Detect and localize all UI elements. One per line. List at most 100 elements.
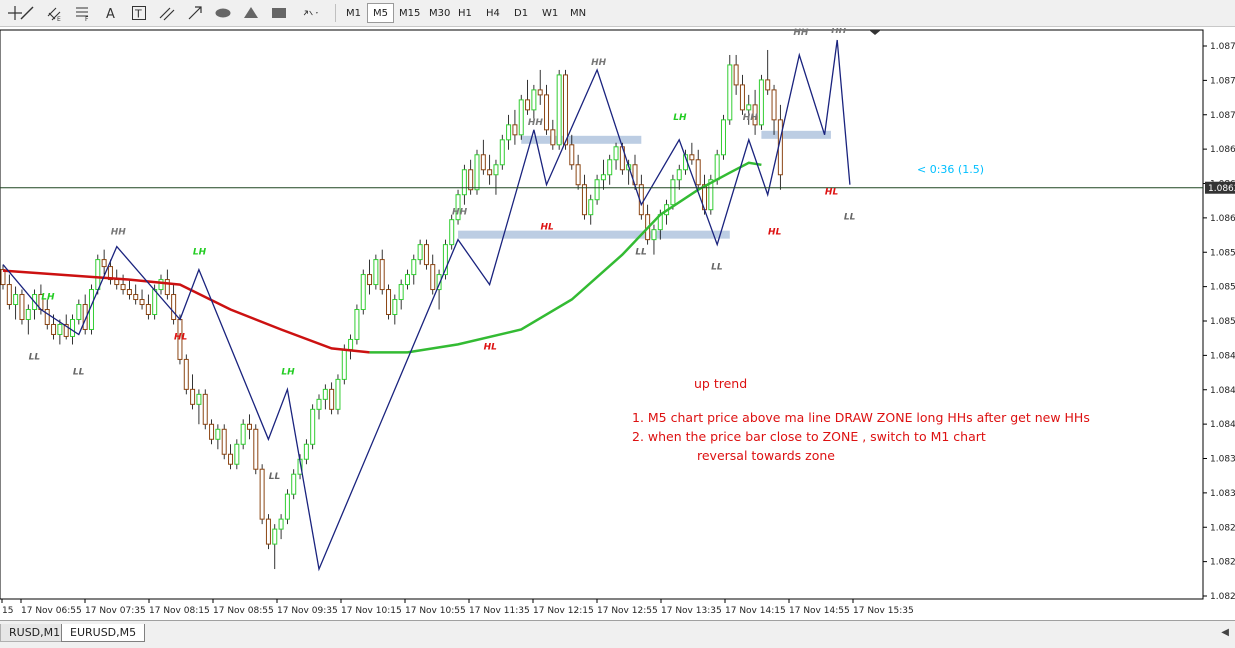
swing-label-ll: LL — [844, 213, 856, 223]
candle-body — [272, 528, 278, 545]
y-tick-label: 1.08670 — [1210, 145, 1235, 155]
candle-body — [228, 453, 234, 465]
timeframe-h4-button[interactable]: H4 — [486, 8, 500, 19]
candle-body — [164, 279, 170, 296]
text-icon[interactable]: A — [100, 3, 122, 23]
candle-body — [581, 184, 587, 216]
y-tick-label: 1.08570 — [1210, 248, 1235, 258]
candle-body — [411, 259, 417, 276]
candle-body — [0, 269, 6, 286]
timeframe-m1-button[interactable]: M1 — [346, 8, 361, 19]
candle-body — [133, 294, 139, 301]
candle-body — [720, 119, 726, 156]
y-tick-label: 1.08220 — [1210, 592, 1235, 602]
toolbar-separator — [335, 4, 336, 22]
equidistant-channel-icon[interactable]: E — [44, 3, 66, 23]
x-tick-label: 17 Nov 07:35 — [85, 606, 146, 616]
candle-body — [468, 169, 474, 191]
fibonacci-icon[interactable]: F — [72, 3, 94, 23]
candle-body — [386, 289, 392, 315]
candle-body — [70, 318, 76, 337]
timeframe-m30-button[interactable]: M30 — [429, 8, 451, 19]
candle-body — [82, 304, 88, 330]
candle-body — [506, 124, 512, 141]
candle-body — [303, 443, 309, 460]
y-tick-label: 1.08260 — [1210, 558, 1235, 568]
swing-label-hl: HL — [484, 342, 498, 352]
candle-body — [594, 179, 600, 201]
candle-body — [708, 179, 714, 211]
candle-body — [221, 428, 227, 455]
moving-average-slow — [2, 269, 370, 354]
candle-body — [670, 179, 676, 206]
bar-timer: < 0:36 (1.5) — [917, 163, 984, 176]
candle-body — [651, 229, 657, 241]
x-tick-label: 17 Nov 13:35 — [661, 606, 722, 616]
y-tick-label: 1.08470 — [1210, 351, 1235, 361]
text-label-icon[interactable]: T — [128, 3, 150, 23]
svg-text:T: T — [134, 8, 142, 21]
candle-body — [499, 139, 505, 166]
scroll-left-icon[interactable]: ◀ — [1221, 627, 1229, 638]
candle-body — [562, 74, 568, 146]
chart-shift-marker — [869, 30, 881, 35]
crosshair-icon[interactable] — [4, 3, 26, 23]
parallel-lines-icon[interactable] — [156, 3, 178, 23]
candle-body — [487, 169, 493, 176]
candle-body — [436, 274, 442, 291]
candle-body — [259, 468, 265, 520]
candle-body — [493, 164, 499, 176]
y-tick-label: 1.08730 — [1210, 76, 1235, 86]
rectangle-icon[interactable] — [268, 3, 290, 23]
tab-eurusd-m5[interactable]: EURUSD,M5 — [61, 624, 146, 642]
timeframe-w1-button[interactable]: W1 — [542, 8, 559, 19]
timeframe-h1-button[interactable]: H1 — [458, 8, 472, 19]
x-tick-label: 15 — [2, 606, 13, 616]
y-tick-label: 1.08330 — [1210, 489, 1235, 499]
timeframe-m5-button[interactable]: M5 — [367, 3, 394, 23]
candle-body — [676, 169, 682, 181]
candle-body — [746, 104, 752, 111]
swing-label-hh: HH — [111, 228, 127, 238]
swing-label-ll: LL — [29, 352, 41, 362]
arrows-dropdown-icon[interactable] — [296, 3, 326, 23]
candle-body — [689, 154, 695, 161]
candle-body — [310, 408, 316, 445]
candle-body — [525, 99, 531, 111]
candle-body — [6, 284, 12, 306]
candle-body — [322, 388, 328, 400]
candle-body — [765, 79, 771, 91]
swing-label-lh: LH — [281, 367, 295, 377]
svg-text:E: E — [57, 16, 61, 22]
candle-body — [139, 299, 145, 306]
timeframe-d1-button[interactable]: D1 — [514, 8, 529, 19]
candle-body — [234, 443, 240, 465]
candle-body — [63, 323, 69, 337]
trendline-icon[interactable] — [16, 3, 38, 23]
swing-label-ll: LL — [711, 263, 723, 273]
candle-body — [474, 154, 480, 191]
ellipse-icon[interactable] — [212, 3, 234, 23]
moving-average-fast — [369, 161, 762, 354]
candle-body — [19, 294, 25, 320]
candle-body — [752, 104, 758, 126]
candle-body — [607, 159, 613, 176]
support-zone — [521, 135, 642, 144]
candle-body — [284, 493, 290, 520]
x-tick-label: 17 Nov 09:35 — [277, 606, 338, 616]
candle-body — [44, 309, 50, 325]
timeframe-m15-button[interactable]: M15 — [399, 8, 421, 19]
candle-body — [107, 266, 113, 281]
chart-tab-bar: RUSD,M1 EURUSD,M5 ◀ — [0, 620, 1235, 648]
timeframe-mn-button[interactable]: MN — [570, 8, 587, 19]
arrow-icon[interactable] — [184, 3, 206, 23]
y-tick-label: 1.08290 — [1210, 523, 1235, 533]
candle-body — [512, 124, 518, 136]
price-chart[interactable]: 1.087601.087301.087001.086701.086401.086… — [0, 28, 1235, 620]
candle-body — [76, 304, 82, 320]
triangle-icon[interactable] — [240, 3, 262, 23]
tab-rusd-m1[interactable]: RUSD,M1 — [0, 624, 70, 642]
swing-label-hh: HH — [591, 58, 607, 68]
candle-body — [613, 146, 619, 161]
x-tick-label: 17 Nov 10:55 — [405, 606, 466, 616]
